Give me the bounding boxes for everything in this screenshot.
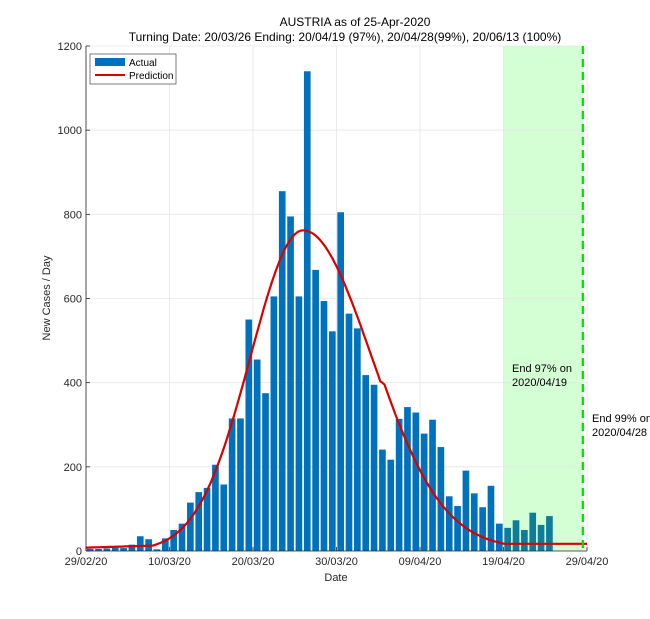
bar [479, 507, 486, 551]
legend: Actual Prediction [89, 53, 177, 85]
bar [203, 487, 211, 551]
legend-actual-swatch [95, 58, 125, 66]
annotation-99-line2: 2020/04/28 [592, 427, 647, 439]
bar [228, 418, 236, 551]
y-tick-label: 400 [64, 378, 82, 390]
bar [253, 359, 261, 551]
x-tick-labels: 29/02/20 10/03/20 20/03/20 30/03/20 09/04/20… [65, 556, 609, 568]
bar [454, 505, 461, 551]
annotation-97-line2: 2020/04/19 [512, 377, 567, 389]
prediction-curve [86, 229, 587, 549]
bar [303, 71, 311, 551]
bar [387, 459, 395, 551]
y-tick-labels: 0 200 400 600 800 1000 1200 [58, 41, 82, 558]
bar [429, 419, 436, 551]
bar [287, 216, 294, 551]
legend-prediction-label: Prediction [129, 71, 173, 82]
bar [487, 485, 495, 551]
bar [462, 470, 470, 551]
bar [136, 536, 144, 551]
x-tick-label: 10/03/20 [148, 556, 191, 568]
bars [86, 71, 553, 551]
bar [379, 449, 386, 551]
annotations: End 97% on 2020/04/19 End 99% on 2020/04… [512, 363, 650, 439]
x-tick-label: 30/03/20 [315, 556, 358, 568]
chart-title: AUSTRIA as of 25-Apr-2020 [280, 15, 431, 29]
y-tick-label: 600 [64, 294, 82, 306]
x-tick-label: 19/04/20 [482, 556, 525, 568]
bar [178, 523, 186, 551]
bar [504, 527, 512, 551]
bar [437, 447, 445, 551]
bar [187, 502, 194, 551]
bar [337, 212, 345, 551]
bar [262, 393, 269, 551]
bar [312, 269, 319, 551]
bar [153, 549, 161, 551]
bar [512, 520, 520, 551]
bar [128, 544, 136, 551]
bar [320, 301, 328, 551]
annotation-97-line1: End 97% on [512, 363, 572, 375]
bar [370, 384, 378, 551]
bar [395, 418, 403, 551]
x-tick-label: 29/04/20 [566, 556, 609, 568]
x-tick-label: 09/04/20 [399, 556, 442, 568]
bar [420, 433, 428, 551]
bar [362, 375, 370, 551]
bar [404, 407, 411, 551]
annotation-99-line1: End 99% on [592, 413, 650, 425]
bar [212, 464, 219, 551]
bar [95, 548, 102, 551]
axes [85, 45, 588, 552]
y-tick-label: 0 [76, 546, 82, 558]
bar [103, 548, 111, 551]
bar [495, 523, 503, 551]
bar [537, 524, 545, 551]
bar [220, 484, 228, 551]
bar [161, 538, 169, 551]
y-tick-label: 1200 [58, 41, 82, 53]
prediction-line [86, 229, 587, 549]
x-tick-label: 29/02/20 [65, 556, 108, 568]
bar [278, 191, 286, 551]
bar [345, 313, 353, 551]
x-axis-label: Date [324, 572, 347, 584]
bar [470, 493, 478, 551]
bar [529, 512, 537, 551]
y-tick-label: 1000 [58, 125, 82, 137]
bar [354, 328, 361, 551]
bar [445, 496, 453, 551]
legend-actual-label: Actual [129, 58, 157, 69]
bar [86, 548, 94, 551]
bar [328, 331, 336, 551]
x-tick-label: 20/03/20 [232, 556, 275, 568]
y-tick-label: 200 [64, 462, 82, 474]
bar [412, 412, 420, 551]
bar [237, 418, 244, 551]
chart-subtitle: Turning Date: 20/03/26 Ending: 20/04/19 … [129, 30, 562, 44]
y-axis-label: New Cases / Day [41, 255, 53, 340]
bar [270, 296, 278, 551]
y-tick-label: 800 [64, 209, 82, 221]
bar [521, 529, 528, 551]
bar [111, 547, 119, 551]
bar [195, 492, 203, 551]
bar [546, 516, 553, 551]
bar [295, 296, 303, 551]
bar [245, 319, 253, 551]
bar [120, 548, 127, 551]
bar [170, 529, 178, 551]
